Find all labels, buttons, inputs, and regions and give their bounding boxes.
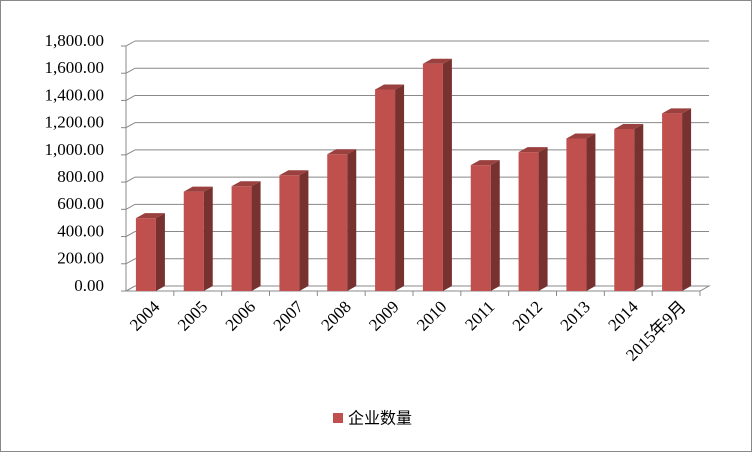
bar: [470, 160, 500, 291]
bar-face: [375, 84, 405, 90]
bar-face: [422, 63, 443, 291]
bar-face: [135, 213, 165, 219]
bar-face: [490, 160, 500, 291]
bar-face: [327, 149, 357, 155]
bar-face: [586, 133, 596, 291]
grid-line: [125, 95, 136, 101]
bar-face: [682, 108, 692, 291]
bar: [422, 58, 452, 291]
bar-face: [279, 175, 300, 291]
bar: [614, 124, 644, 292]
bar: [327, 149, 357, 291]
bar-face: [279, 170, 309, 176]
bar-face: [614, 124, 644, 130]
bar: [662, 108, 692, 291]
bar-face: [155, 213, 165, 291]
grid-line: [125, 122, 136, 129]
y-tick-label: 1,000.00: [45, 140, 105, 159]
bar-face: [566, 133, 596, 139]
grid-line: [125, 149, 136, 156]
bar: [279, 170, 309, 291]
legend-swatch: [333, 413, 343, 423]
grid-line: [125, 285, 136, 292]
bar-face: [231, 186, 252, 291]
y-tick-label: 600.00: [57, 194, 104, 213]
grid-line: [125, 40, 136, 47]
bar-face: [203, 186, 213, 291]
bar: [375, 84, 405, 291]
bar: [183, 186, 213, 291]
y-tick-label: 400.00: [57, 221, 104, 240]
bar-face: [614, 129, 635, 291]
bar: [518, 147, 548, 291]
bar-face: [135, 218, 156, 291]
grid-line: [125, 176, 136, 183]
bar-face: [662, 113, 683, 291]
y-tick-label: 1,800.00: [45, 31, 105, 50]
bar-face: [183, 186, 213, 192]
grid-line: [125, 258, 136, 265]
bar-face: [518, 152, 539, 291]
y-tick-label: 1,600.00: [45, 58, 105, 77]
y-tick-label: 200.00: [57, 249, 104, 268]
bar-face: [251, 181, 261, 291]
bar-face: [566, 138, 587, 291]
bar: [566, 133, 596, 291]
grid-line: [125, 67, 136, 74]
bar-face: [442, 58, 452, 291]
bar-face: [347, 149, 357, 291]
y-tick-label: 1,200.00: [45, 113, 105, 132]
bar-face: [395, 84, 405, 291]
bar-face: [470, 165, 491, 291]
bar-face: [183, 191, 204, 291]
bar-face: [422, 58, 452, 64]
bar-face: [231, 181, 261, 187]
grid-line: [125, 231, 136, 237]
bar-face: [662, 108, 692, 114]
bar-face: [634, 124, 644, 292]
bar: [231, 181, 261, 291]
y-tick-label: 1,400.00: [45, 85, 105, 104]
legend-label: 企业数量: [348, 409, 412, 428]
bar-face: [518, 147, 548, 153]
bar-face: [299, 170, 309, 291]
y-tick-label: 800.00: [57, 167, 104, 186]
bar-face: [470, 160, 500, 166]
bar-face: [538, 147, 548, 291]
y-tick-label: 0.00: [74, 276, 104, 295]
bar: [135, 213, 165, 291]
bar-face: [375, 89, 396, 291]
bar-face: [327, 154, 348, 291]
grid-line: [125, 203, 136, 210]
